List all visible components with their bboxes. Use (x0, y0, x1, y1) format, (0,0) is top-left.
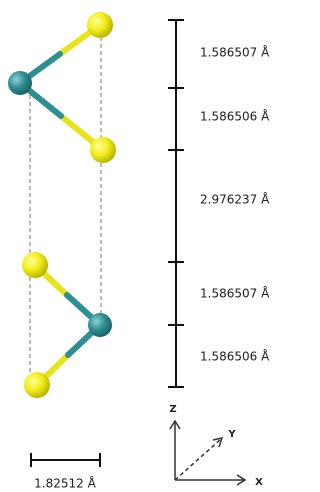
axis-label: Z (169, 404, 176, 415)
scale-bar (31, 453, 100, 467)
distance-label: 1.586507 Å (200, 45, 270, 60)
axis-label: Y (227, 429, 236, 440)
distance-label: 1.586506 Å (200, 109, 270, 124)
distance-label: 1.586506 Å (200, 349, 270, 364)
distance-label: 1.586507 Å (200, 286, 270, 301)
height-ruler (168, 20, 184, 387)
atoms (8, 12, 116, 398)
distance-label: 2.976237 Å (200, 192, 270, 207)
scale-bar-label: 1.82512 Å (34, 476, 96, 491)
structure-diagram: 1.586507 Å 1.586506 Å 2.976237 Å 1.58650… (0, 0, 290, 492)
axis-label: X (255, 477, 263, 488)
